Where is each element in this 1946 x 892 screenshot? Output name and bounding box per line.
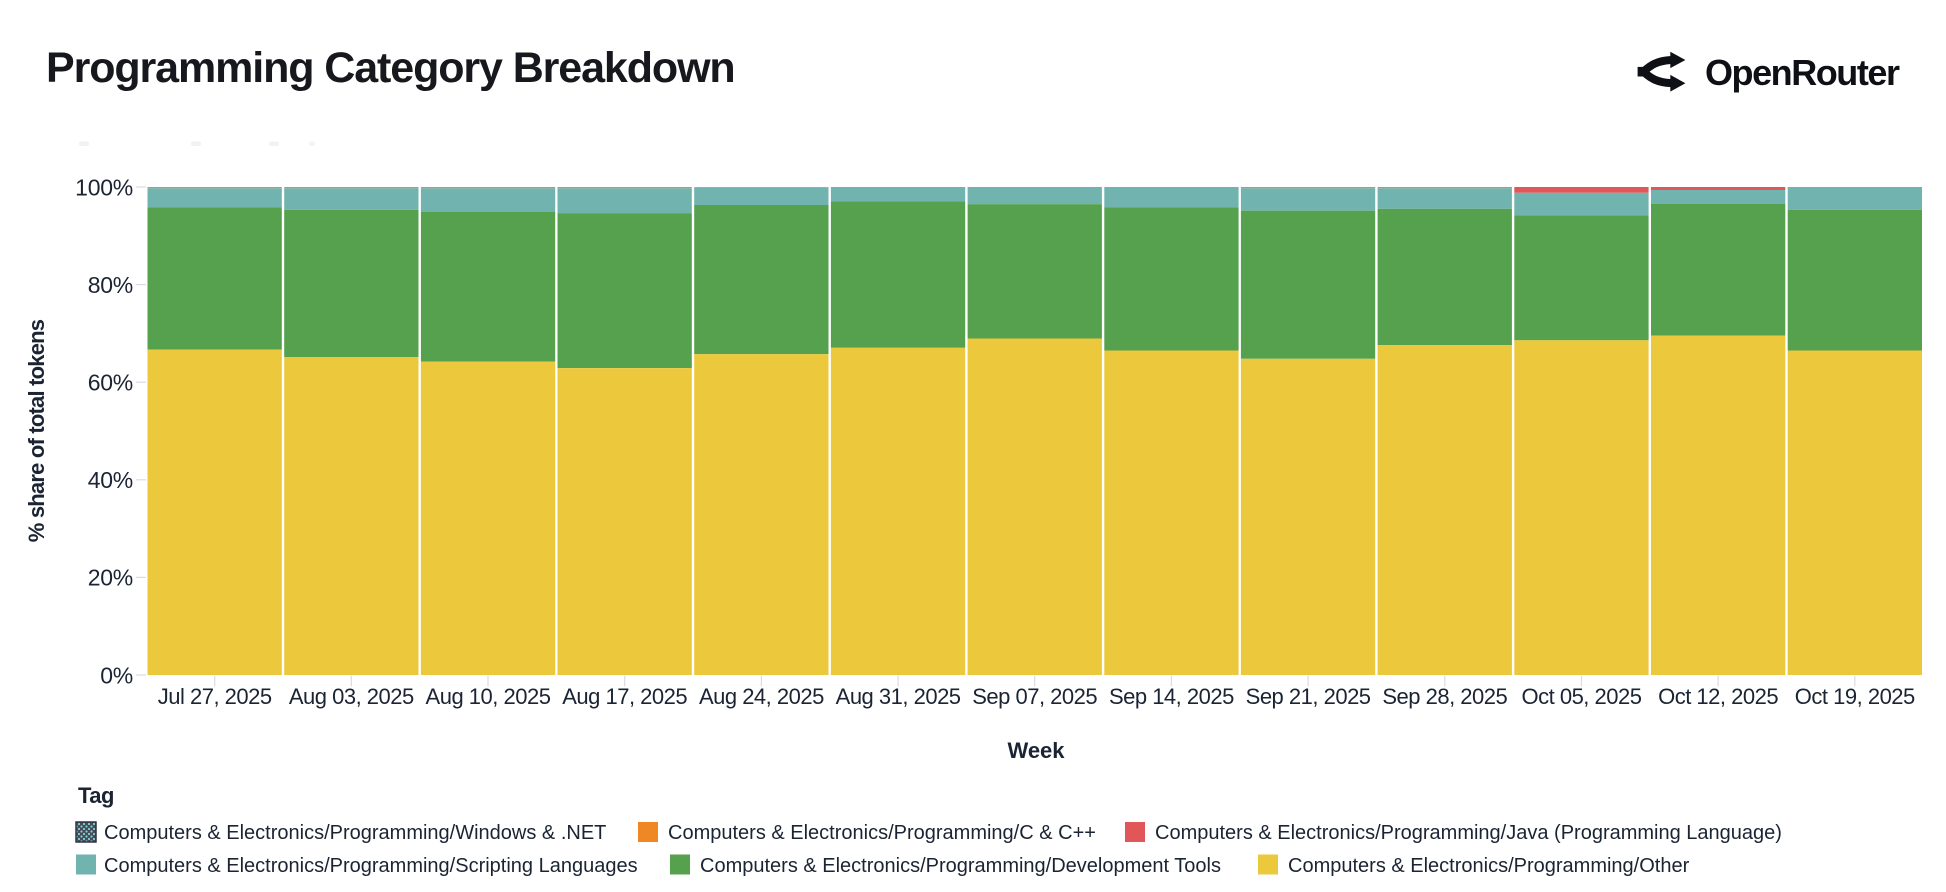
svg-text:0%: 0% — [100, 662, 133, 688]
svg-text:Aug 17, 2025: Aug 17, 2025 — [562, 684, 687, 709]
svg-text:OpenRouter: OpenRouter — [1705, 52, 1900, 93]
svg-text:Sep 21, 2025: Sep 21, 2025 — [1246, 684, 1371, 709]
svg-text:Oct 19, 2025: Oct 19, 2025 — [1795, 684, 1915, 709]
svg-text:Aug 03, 2025: Aug 03, 2025 — [289, 684, 414, 709]
svg-text:Aug 24, 2025: Aug 24, 2025 — [699, 684, 824, 709]
svg-text:Aug 31, 2025: Aug 31, 2025 — [836, 684, 961, 709]
svg-text:Computers & Electronics/Progra: Computers & Electronics/Programming/Deve… — [700, 855, 1221, 877]
svg-text:Computers & Electronics/Progra: Computers & Electronics/Programming/Othe… — [1288, 855, 1690, 877]
svg-text:60%: 60% — [88, 370, 133, 396]
svg-text:Computers & Electronics/Progra: Computers & Electronics/Programming/C & … — [668, 822, 1096, 844]
svg-text:40%: 40% — [88, 467, 133, 493]
svg-text:Aug 10, 2025: Aug 10, 2025 — [426, 684, 551, 709]
svg-text:Oct 12, 2025: Oct 12, 2025 — [1658, 684, 1778, 709]
svg-text:Tag: Tag — [78, 783, 114, 808]
svg-text:Oct 05, 2025: Oct 05, 2025 — [1522, 684, 1642, 709]
svg-text:80%: 80% — [88, 272, 133, 298]
svg-text:Computers & Electronics/Progra: Computers & Electronics/Programming/Wind… — [104, 822, 606, 844]
svg-text:% share of total tokens: % share of total tokens — [24, 319, 49, 542]
svg-text:Jul 27, 2025: Jul 27, 2025 — [158, 684, 272, 709]
svg-text:Sep 14, 2025: Sep 14, 2025 — [1109, 684, 1234, 709]
svg-text:Week: Week — [1007, 738, 1065, 763]
svg-text:Computers & Electronics/Progra: Computers & Electronics/Programming/Scri… — [104, 855, 638, 877]
svg-text:Sep 28, 2025: Sep 28, 2025 — [1382, 684, 1507, 709]
svg-text:100%: 100% — [75, 174, 133, 200]
svg-text:Sep 07, 2025: Sep 07, 2025 — [972, 684, 1097, 709]
svg-text:20%: 20% — [88, 565, 133, 591]
svg-text:Computers & Electronics/Progra: Computers & Electronics/Programming/Java… — [1155, 822, 1782, 844]
